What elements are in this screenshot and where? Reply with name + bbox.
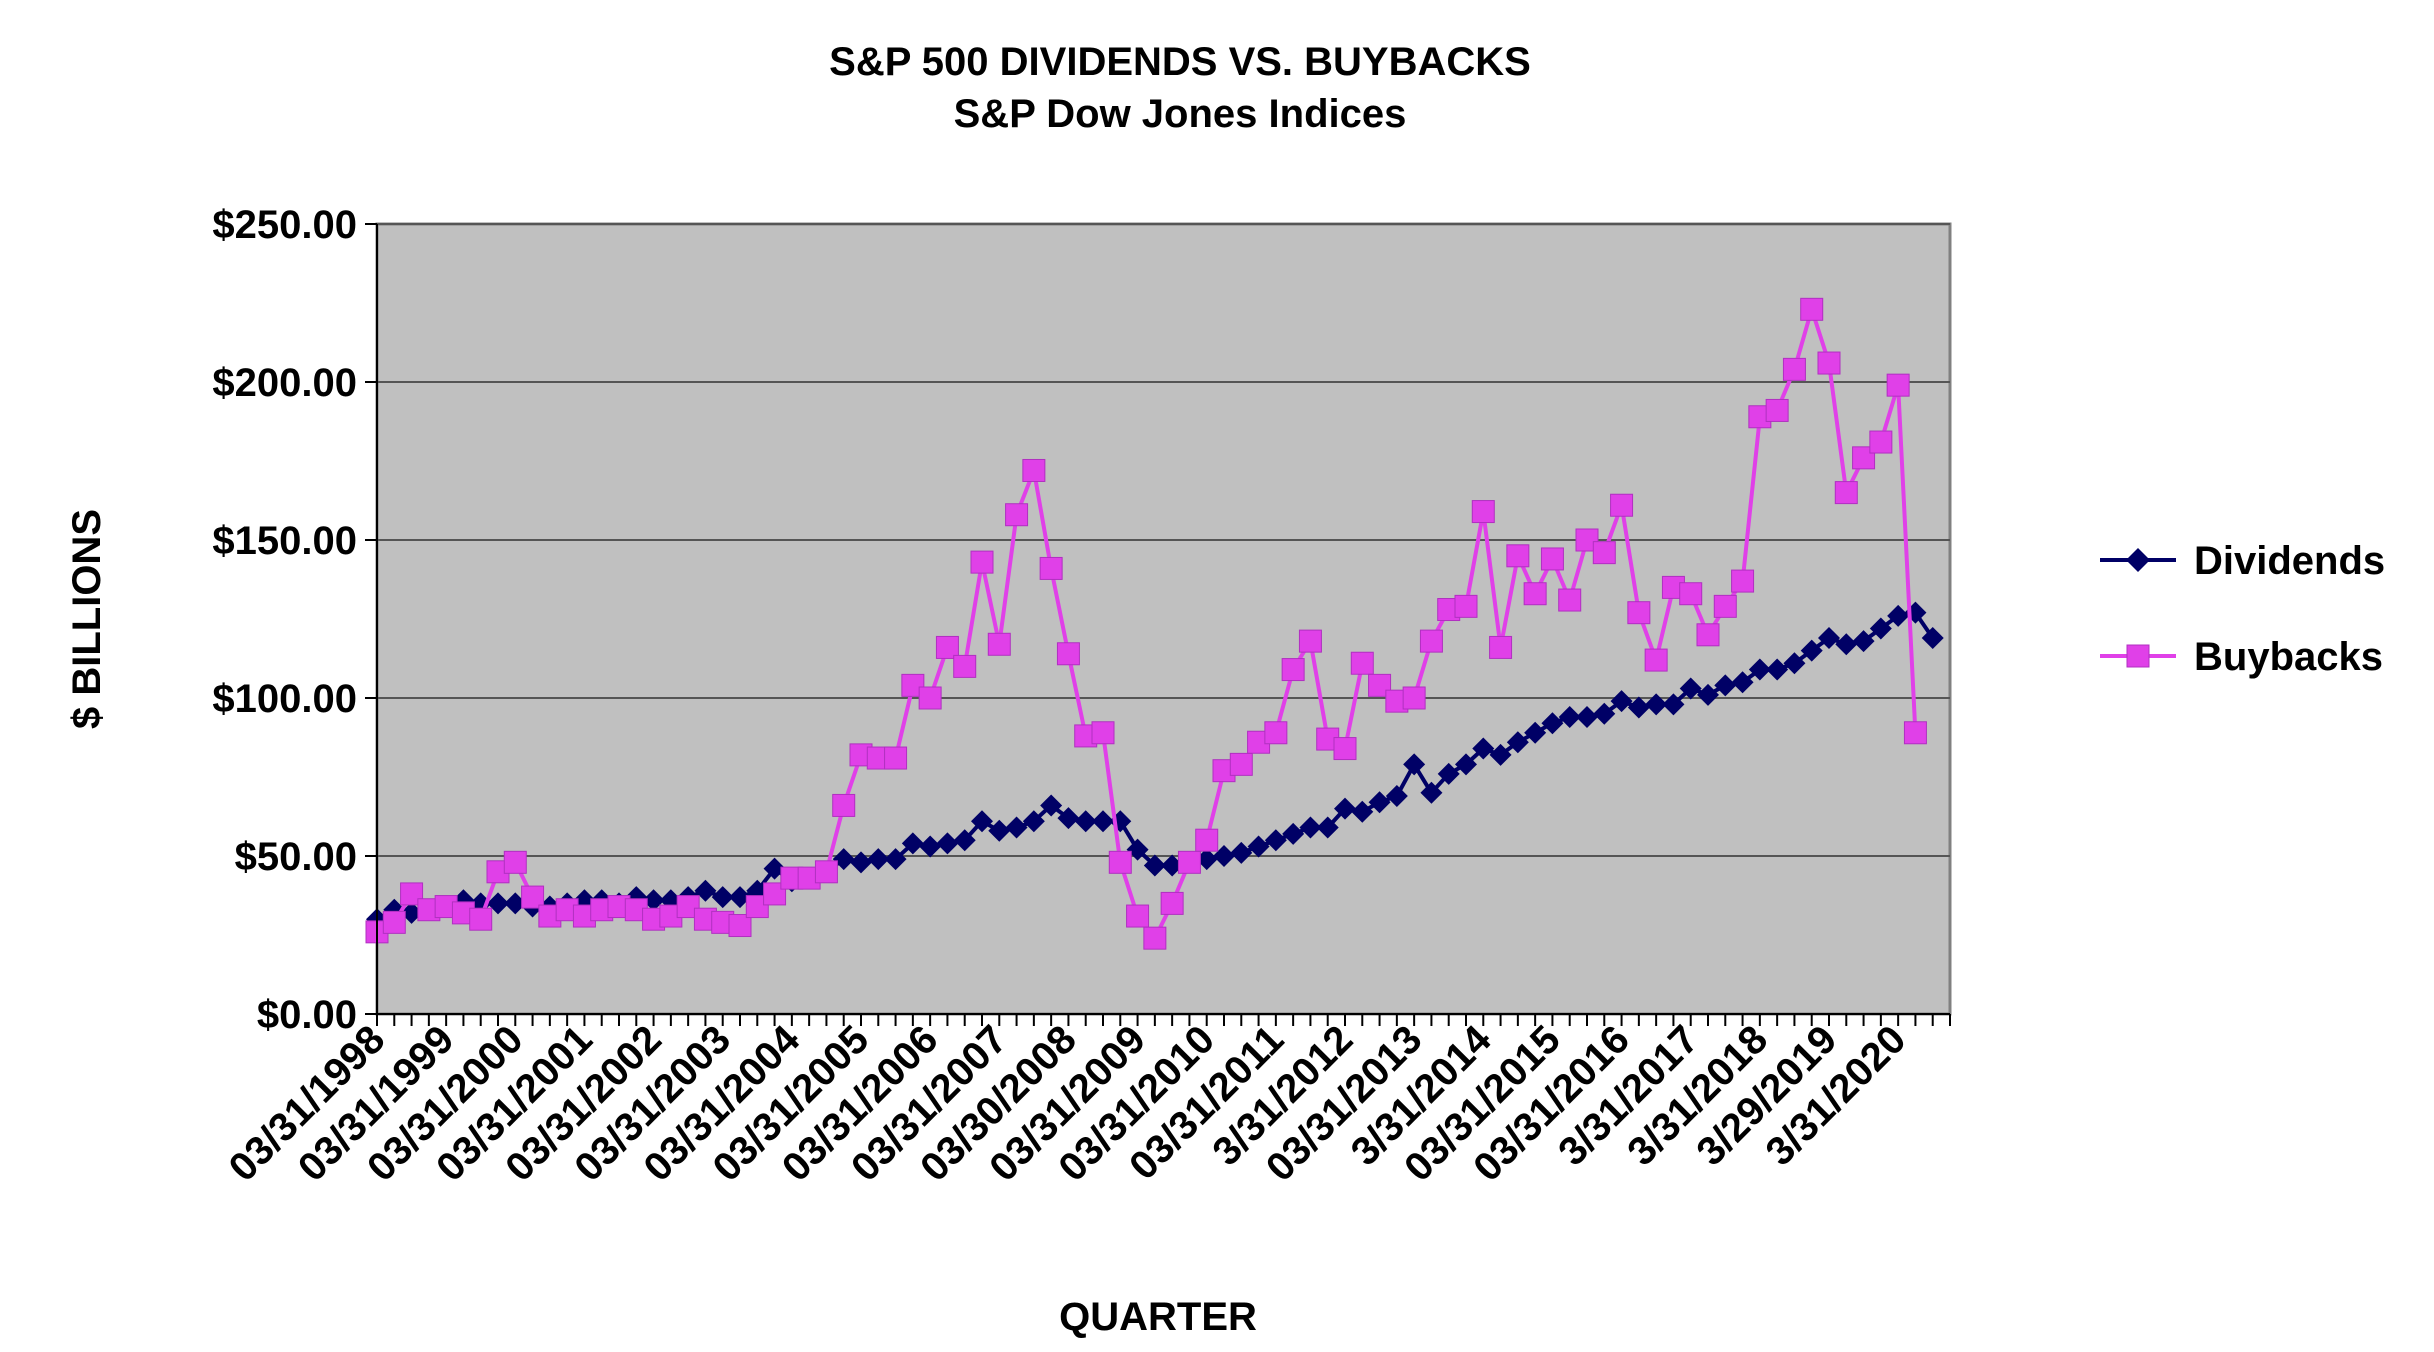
- legend: Dividends Buybacks: [2100, 539, 2385, 679]
- buybacks-point: [1472, 501, 1494, 523]
- buybacks-point: [1161, 892, 1183, 914]
- buybacks-point: [1524, 583, 1546, 605]
- buybacks-point: [1783, 358, 1805, 380]
- buybacks-point: [1109, 851, 1131, 873]
- buybacks-point: [1144, 927, 1166, 949]
- buybacks-point: [1559, 589, 1581, 611]
- buybacks-point: [1490, 636, 1512, 658]
- buybacks-point: [1351, 652, 1373, 674]
- y-tick-label: $0.00: [257, 993, 357, 1037]
- buybacks-point: [1420, 630, 1442, 652]
- buybacks-point: [815, 861, 837, 883]
- buybacks-point: [504, 851, 526, 873]
- y-tick-label: $250.00: [212, 203, 357, 247]
- y-tick-label: $200.00: [212, 361, 357, 405]
- legend-item-buybacks: Buybacks: [2100, 635, 2383, 679]
- buybacks-point: [470, 908, 492, 930]
- buybacks-point: [1455, 595, 1477, 617]
- buybacks-point: [1835, 482, 1857, 504]
- legend-dividends-label: Dividends: [2194, 539, 2385, 583]
- buybacks-point: [954, 655, 976, 677]
- buybacks-point: [1541, 548, 1563, 570]
- buybacks-point: [1680, 583, 1702, 605]
- buybacks-point: [1507, 545, 1529, 567]
- buybacks-point: [1023, 459, 1045, 481]
- buybacks-point: [1714, 595, 1736, 617]
- buybacks-point: [1904, 722, 1926, 744]
- chart-subtitle: S&P Dow Jones Indices: [954, 92, 1407, 136]
- buybacks-point: [1801, 298, 1823, 320]
- buybacks-point: [1887, 374, 1909, 396]
- buybacks-point: [1334, 738, 1356, 760]
- x-axis-ticks: 03/31/199803/31/199903/31/200003/31/2001…: [221, 1014, 1950, 1190]
- legend-buybacks-label: Buybacks: [2194, 635, 2383, 679]
- buybacks-point: [1403, 687, 1425, 709]
- buybacks-point: [971, 551, 993, 573]
- buybacks-point: [1299, 630, 1321, 652]
- buybacks-point: [1818, 352, 1840, 374]
- buybacks-point: [1697, 624, 1719, 646]
- buybacks-point: [1040, 557, 1062, 579]
- buybacks-point: [988, 633, 1010, 655]
- buybacks-point: [1732, 570, 1754, 592]
- y-tick-label: $150.00: [212, 519, 357, 563]
- x-axis-label: QUARTER: [1059, 1295, 1257, 1339]
- buybacks-point: [1611, 494, 1633, 516]
- buybacks-point: [1006, 504, 1028, 526]
- buybacks-point: [383, 911, 405, 933]
- buybacks-point: [1870, 431, 1892, 453]
- y-tick-label: $50.00: [235, 835, 357, 879]
- buybacks-point: [833, 794, 855, 816]
- buybacks-point: [1092, 722, 1114, 744]
- buybacks-point: [1282, 659, 1304, 681]
- legend-buybacks-marker: [2127, 645, 2149, 667]
- buybacks-point: [1265, 722, 1287, 744]
- buybacks-point: [1127, 905, 1149, 927]
- buybacks-point: [1766, 399, 1788, 421]
- buybacks-point: [1178, 851, 1200, 873]
- buybacks-point: [1628, 602, 1650, 624]
- y-axis-label: $ BILLIONS: [65, 509, 109, 729]
- buybacks-point: [1645, 649, 1667, 671]
- legend-item-dividends: Dividends: [2100, 539, 2385, 583]
- buybacks-point: [1057, 643, 1079, 665]
- buybacks-point: [885, 747, 907, 769]
- y-tick-label: $100.00: [212, 677, 357, 721]
- buybacks-point: [1196, 829, 1218, 851]
- buybacks-point: [919, 687, 941, 709]
- y-axis-ticks: $0.00 $50.00 $100.00 $150.00 $200.00 $250.00: [212, 203, 377, 1037]
- chart-title: S&P 500 DIVIDENDS VS. BUYBACKS: [829, 40, 1531, 84]
- legend-dividends-marker: [2126, 548, 2150, 572]
- buybacks-point: [1230, 753, 1252, 775]
- buybacks-point: [1593, 542, 1615, 564]
